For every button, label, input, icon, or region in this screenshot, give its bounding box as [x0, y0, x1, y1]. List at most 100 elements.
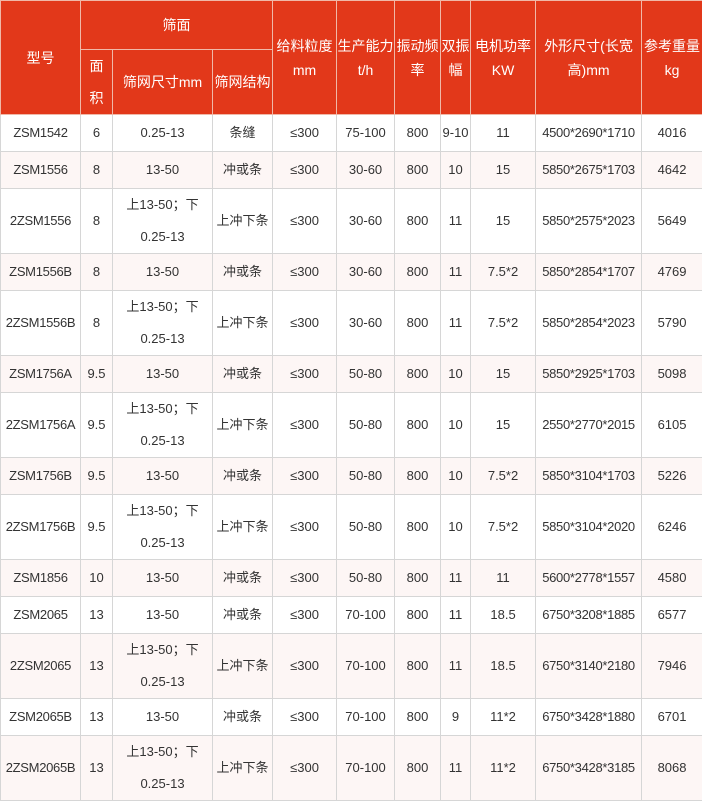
- cell-structure: 上冲下条: [213, 736, 273, 801]
- header-amplitude: 双振幅: [441, 1, 471, 115]
- cell-amp: 11: [441, 634, 471, 699]
- cell-feed: ≤300: [273, 495, 337, 560]
- cell-power: 11*2: [471, 736, 536, 801]
- cell-weight: 8068: [642, 736, 702, 801]
- cell-structure: 上冲下条: [213, 634, 273, 699]
- cell-amp: 11: [441, 189, 471, 254]
- cell-capacity: 50-80: [337, 458, 395, 495]
- cell-weight: 6105: [642, 393, 702, 458]
- cell-power: 15: [471, 152, 536, 189]
- cell-power: 15: [471, 356, 536, 393]
- header-unit: t/h: [337, 58, 394, 82]
- cell-dims: 5850*2854*2023: [536, 291, 642, 356]
- header-unit: mm: [273, 58, 336, 82]
- cell-model: 2ZSM1756B: [1, 495, 81, 560]
- cell-mesh: 13-50: [113, 356, 213, 393]
- cell-model: ZSM1556: [1, 152, 81, 189]
- cell-feed: ≤300: [273, 393, 337, 458]
- cell-area: 8: [81, 291, 113, 356]
- cell-freq: 800: [395, 115, 441, 152]
- cell-capacity: 50-80: [337, 495, 395, 560]
- cell-mesh: 上13-50；下0.25-13: [113, 736, 213, 801]
- cell-dims: 6750*3208*1885: [536, 597, 642, 634]
- cell-mesh: 13-50: [113, 560, 213, 597]
- cell-freq: 800: [395, 393, 441, 458]
- cell-mesh: 13-50: [113, 597, 213, 634]
- cell-model: 2ZSM1756A: [1, 393, 81, 458]
- cell-model: ZSM1542: [1, 115, 81, 152]
- cell-structure: 上冲下条: [213, 393, 273, 458]
- cell-area: 9.5: [81, 393, 113, 458]
- cell-capacity: 50-80: [337, 393, 395, 458]
- cell-model: ZSM1856: [1, 560, 81, 597]
- cell-area: 13: [81, 699, 113, 736]
- cell-freq: 800: [395, 152, 441, 189]
- cell-power: 15: [471, 393, 536, 458]
- cell-structure: 条缝: [213, 115, 273, 152]
- cell-capacity: 70-100: [337, 699, 395, 736]
- cell-mesh: 上13-50；下0.25-13: [113, 189, 213, 254]
- cell-weight: 4016: [642, 115, 702, 152]
- cell-capacity: 50-80: [337, 560, 395, 597]
- cell-mesh: 13-50: [113, 458, 213, 495]
- cell-freq: 800: [395, 254, 441, 291]
- cell-area: 8: [81, 254, 113, 291]
- header-unit: 率: [395, 58, 440, 82]
- cell-dims: 4500*2690*1710: [536, 115, 642, 152]
- cell-capacity: 50-80: [337, 356, 395, 393]
- header-mesh-structure: 筛网结构: [213, 50, 273, 115]
- cell-area: 8: [81, 189, 113, 254]
- cell-freq: 800: [395, 736, 441, 801]
- cell-model: ZSM1756B: [1, 458, 81, 495]
- cell-feed: ≤300: [273, 597, 337, 634]
- cell-feed: ≤300: [273, 189, 337, 254]
- header-frequency: 振动频率: [395, 1, 441, 115]
- cell-dims: 5850*2575*2023: [536, 189, 642, 254]
- cell-weight: 5226: [642, 458, 702, 495]
- cell-amp: 11: [441, 736, 471, 801]
- header-unit: 幅: [441, 58, 470, 82]
- cell-dims: 5850*2854*1707: [536, 254, 642, 291]
- cell-model: 2ZSM2065: [1, 634, 81, 699]
- cell-structure: 冲或条: [213, 152, 273, 189]
- cell-feed: ≤300: [273, 152, 337, 189]
- cell-dims: 6750*3140*2180: [536, 634, 642, 699]
- cell-model: ZSM2065: [1, 597, 81, 634]
- cell-power: 15: [471, 189, 536, 254]
- cell-power: 7.5*2: [471, 458, 536, 495]
- cell-weight: 5649: [642, 189, 702, 254]
- cell-model: 2ZSM1556B: [1, 291, 81, 356]
- cell-model: ZSM1556B: [1, 254, 81, 291]
- cell-mesh: 13-50: [113, 699, 213, 736]
- header-unit: kg: [642, 58, 702, 82]
- header-line: 生产能力: [337, 34, 394, 58]
- cell-amp: 10: [441, 458, 471, 495]
- cell-capacity: 30-60: [337, 152, 395, 189]
- cell-freq: 800: [395, 597, 441, 634]
- cell-amp: 9-10: [441, 115, 471, 152]
- cell-amp: 11: [441, 291, 471, 356]
- cell-area: 9.5: [81, 356, 113, 393]
- cell-mesh: 上13-50；下0.25-13: [113, 634, 213, 699]
- cell-amp: 11: [441, 560, 471, 597]
- header-model: 型号: [1, 1, 81, 115]
- cell-structure: 冲或条: [213, 356, 273, 393]
- cell-feed: ≤300: [273, 699, 337, 736]
- cell-dims: 5600*2778*1557: [536, 560, 642, 597]
- cell-weight: 5790: [642, 291, 702, 356]
- cell-weight: 4642: [642, 152, 702, 189]
- cell-feed: ≤300: [273, 115, 337, 152]
- header-line: 双振: [441, 34, 470, 58]
- cell-mesh: 上13-50；下0.25-13: [113, 393, 213, 458]
